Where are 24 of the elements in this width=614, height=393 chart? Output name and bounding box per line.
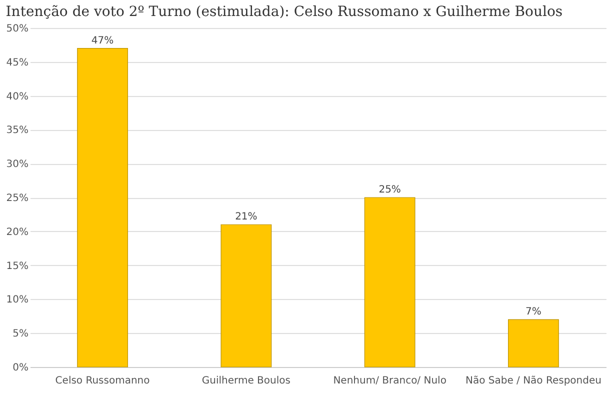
bar <box>77 48 128 368</box>
chart-title: Intenção de voto 2º Turno (estimulada): Celso Russomano x Guilherme Boulos <box>6 4 563 20</box>
data-label: 21% <box>235 212 258 223</box>
y-tick-label: 35% <box>6 125 28 136</box>
y-tick-label: 20% <box>6 226 28 238</box>
y-tick-label: 40% <box>6 91 28 102</box>
data-label: 47% <box>91 35 114 46</box>
x-tick-label: Não Sabe / Não Respondeu <box>465 376 602 386</box>
x-tick-label: Celso Russomanno <box>55 376 150 386</box>
y-tick-label: 50% <box>6 24 28 34</box>
y-tick-label: 30% <box>6 159 28 170</box>
x-tick-label: Guilherme Boulos <box>202 376 290 386</box>
y-tick-label: 15% <box>6 260 28 272</box>
bar <box>508 319 559 368</box>
bar <box>220 224 272 368</box>
y-tick-label: 10% <box>6 294 28 306</box>
y-tick-label: 45% <box>6 57 28 68</box>
data-label: 25% <box>378 184 401 196</box>
y-tick-label: 5% <box>12 328 28 340</box>
y-tick-label: 0% <box>12 362 28 374</box>
x-tick-label: Nenhum/ Branco/ Nulo <box>333 376 446 386</box>
bar <box>364 197 416 368</box>
y-tick-label: 25% <box>6 193 28 204</box>
data-label: 7% <box>526 306 542 318</box>
